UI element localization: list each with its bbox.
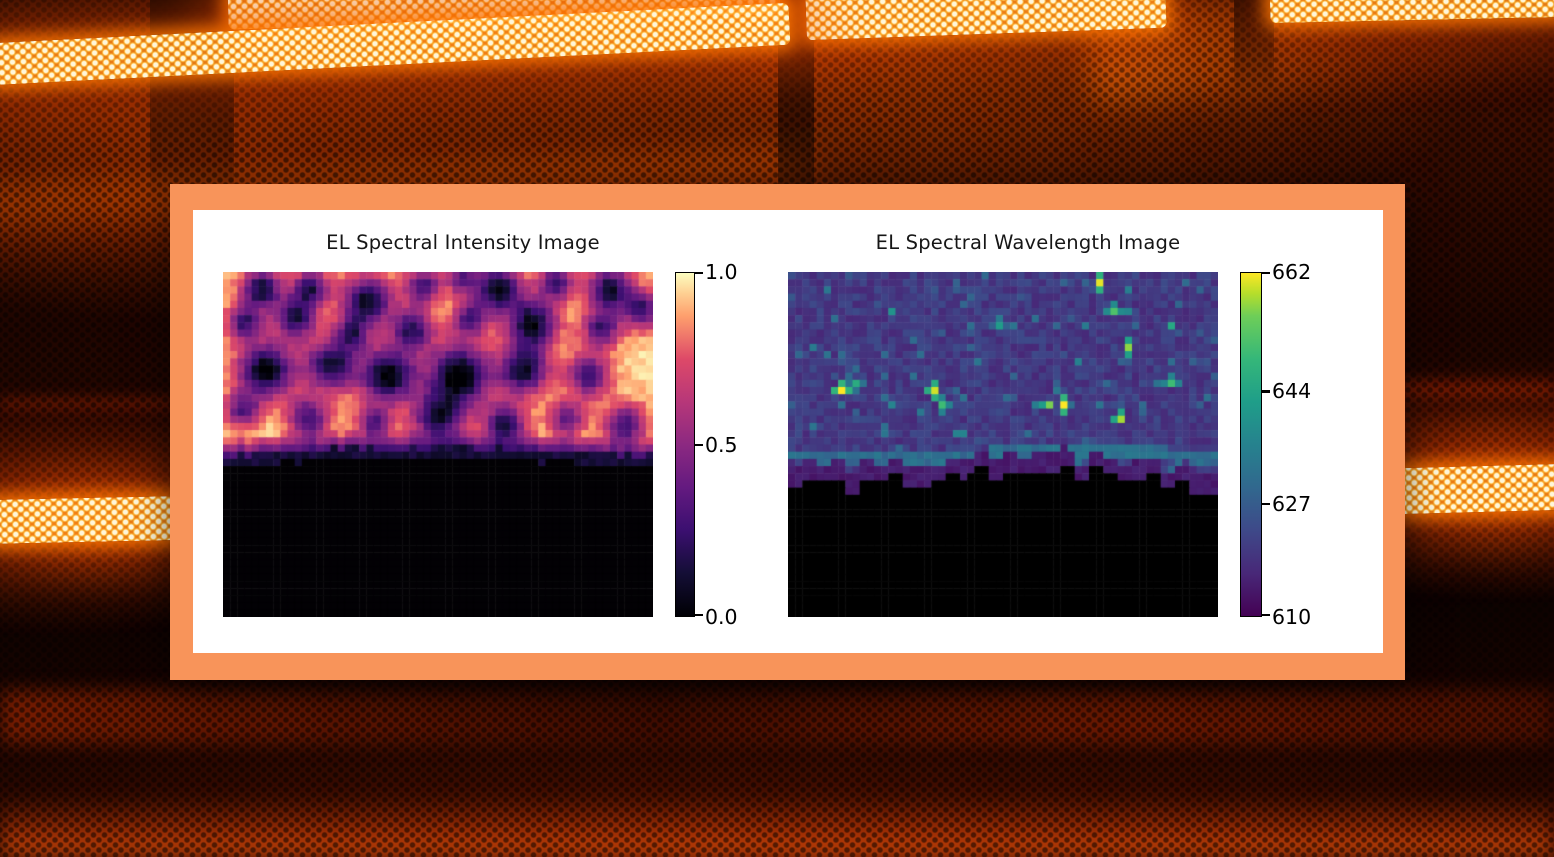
glow-tube — [0, 496, 179, 544]
colorbar-tick-mark — [695, 443, 703, 446]
colorbar-tick-label: 1.0 — [705, 260, 738, 284]
colorbar-tick-mark — [1262, 503, 1270, 506]
wavelength-colorbar — [1240, 272, 1262, 617]
intensity-colorbar — [675, 272, 695, 617]
colorbar-tick-mark — [1262, 390, 1270, 393]
colorbar-tick-label: 0.0 — [705, 605, 738, 629]
colorbar-tick-mark — [1262, 614, 1270, 617]
pillar-shadow — [1234, 0, 1274, 95]
colorbar-tick-mark — [695, 272, 703, 275]
intensity-chart-title: EL Spectral Intensity Image — [326, 231, 600, 254]
colorbar-tick-mark — [1262, 272, 1270, 275]
wavelength-heatmap-canvas — [788, 272, 1218, 617]
colorbar-tick-label: 627 — [1272, 492, 1312, 517]
colorbar-tick-label: 644 — [1272, 379, 1312, 404]
colorbar-tick-label: 0.5 — [705, 432, 738, 457]
figure-canvas-area: EL Spectral Intensity Image EL Spectral … — [193, 210, 1383, 653]
figure-panel-frame: EL Spectral Intensity Image EL Spectral … — [170, 184, 1405, 680]
colorbar-tick-label: 662 — [1272, 260, 1312, 284]
glow-tube — [1397, 463, 1554, 515]
wavelength-chart-title: EL Spectral Wavelength Image — [875, 231, 1181, 254]
colorbar-tick-label: 610 — [1272, 605, 1312, 629]
colorbar-tick-mark — [695, 614, 703, 617]
intensity-heatmap-canvas — [223, 272, 653, 617]
